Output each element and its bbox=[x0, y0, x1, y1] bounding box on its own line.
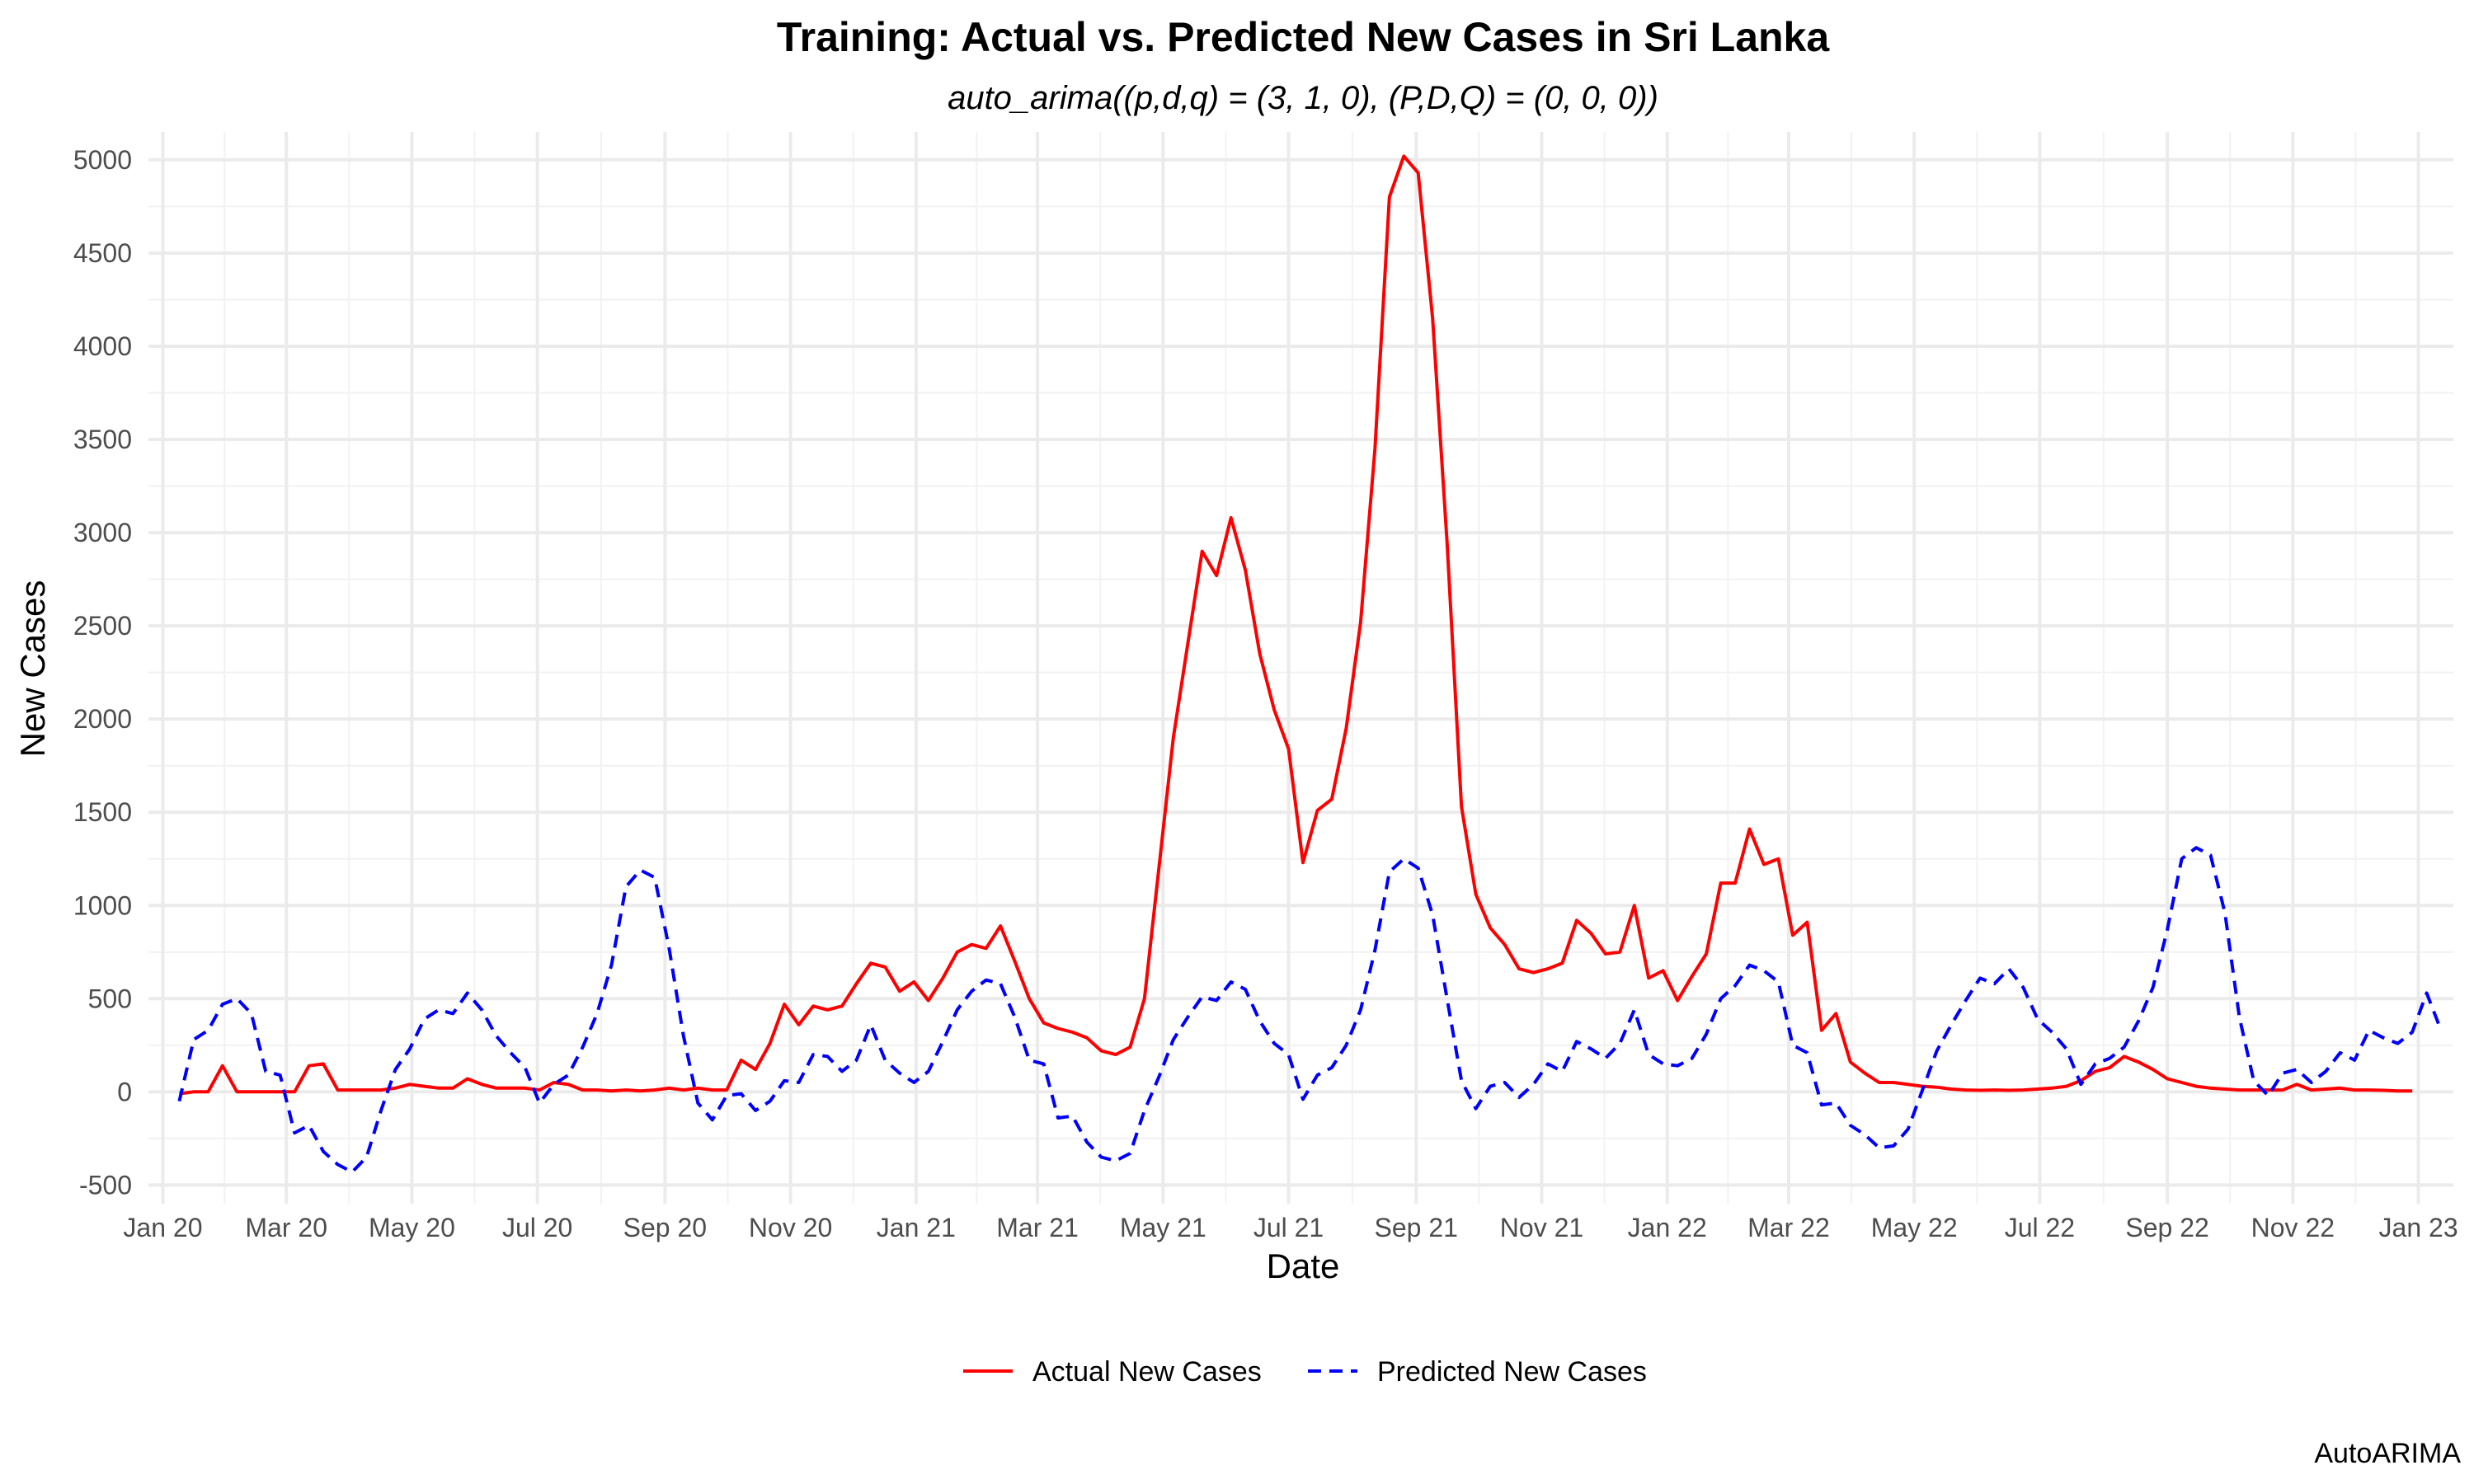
y-tick-label: 5000 bbox=[73, 145, 132, 175]
x-tick-label: Sep 20 bbox=[623, 1213, 707, 1242]
x-axis-ticks: Jan 20 Mar 20 May 20 Jul 20 Sep 20 Nov 20 Jan … bbox=[123, 1213, 2458, 1242]
y-tick-label: 1500 bbox=[73, 797, 132, 827]
chart-title: Training: Actual vs. Predicted New Cases… bbox=[777, 14, 1831, 60]
y-axis-title: New Cases bbox=[13, 580, 52, 758]
x-tick-label: Sep 21 bbox=[1375, 1213, 1458, 1242]
y-tick-label: 500 bbox=[88, 984, 132, 1013]
y-tick-label: 2500 bbox=[73, 611, 132, 641]
x-tick-label: Mar 22 bbox=[1747, 1213, 1830, 1242]
series-lines bbox=[177, 154, 2443, 1174]
x-axis-title: Date bbox=[1267, 1247, 1340, 1285]
grid bbox=[148, 132, 2453, 1204]
x-tick-label: Jan 23 bbox=[2379, 1213, 2458, 1242]
x-tick-label: Nov 22 bbox=[2251, 1213, 2335, 1242]
actual-cases-line bbox=[179, 154, 2413, 1096]
x-tick-label: Nov 21 bbox=[1500, 1213, 1583, 1242]
x-tick-label: Jul 22 bbox=[2005, 1213, 2075, 1242]
y-tick-label: 3000 bbox=[73, 518, 132, 547]
chart-caption: AutoARIMA bbox=[2314, 1438, 2461, 1469]
legend: Actual New Cases Predicted New Cases bbox=[963, 1356, 1647, 1388]
y-tick-label: 3500 bbox=[73, 425, 132, 454]
x-tick-label: Jul 20 bbox=[502, 1213, 572, 1242]
chart-subtitle: auto_arima((p,d,q) = (3, 1, 0), (P,D,Q) … bbox=[948, 80, 1658, 116]
x-tick-label: Jul 21 bbox=[1253, 1213, 1324, 1242]
x-tick-label: Jan 20 bbox=[123, 1213, 202, 1242]
y-tick-label: 0 bbox=[117, 1077, 132, 1106]
x-tick-label: May 20 bbox=[369, 1213, 455, 1242]
y-tick-label: 4500 bbox=[73, 238, 132, 268]
x-tick-label: Nov 20 bbox=[749, 1213, 832, 1242]
legend-label-predicted: Predicted New Cases bbox=[1377, 1356, 1647, 1388]
x-tick-label: Mar 21 bbox=[996, 1213, 1079, 1242]
y-tick-label: 1000 bbox=[73, 890, 132, 920]
legend-label-actual: Actual New Cases bbox=[1032, 1356, 1262, 1388]
x-tick-label: Sep 22 bbox=[2125, 1213, 2208, 1242]
x-tick-label: Jan 21 bbox=[877, 1213, 956, 1242]
x-tick-label: May 21 bbox=[1120, 1213, 1206, 1242]
y-tick-label: -500 bbox=[79, 1170, 132, 1200]
x-tick-label: Mar 20 bbox=[245, 1213, 327, 1242]
x-tick-label: Jan 22 bbox=[1628, 1213, 1707, 1242]
y-tick-label: 2000 bbox=[73, 704, 132, 734]
y-tick-label: 4000 bbox=[73, 331, 132, 361]
predicted-cases-line bbox=[177, 846, 2443, 1174]
y-axis-ticks: -500 0 500 1000 1500 2000 2500 3000 3500 4000 4500… bbox=[73, 145, 132, 1200]
x-tick-label: May 22 bbox=[1871, 1213, 1958, 1242]
